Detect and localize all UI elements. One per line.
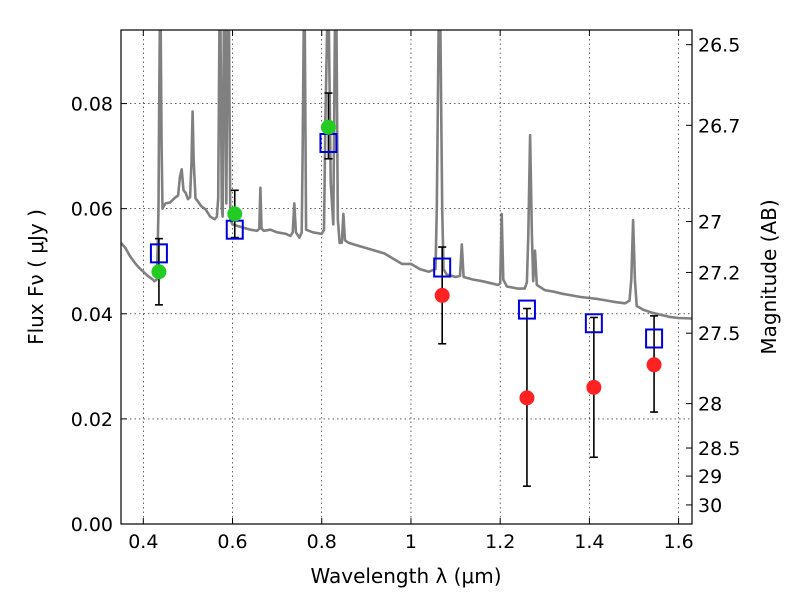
y2-tick-label: 27.5 (698, 323, 740, 345)
y2-tick-label: 29 (698, 466, 722, 488)
detection-point (320, 119, 336, 135)
low-sn-point (434, 287, 450, 303)
y-tick-label: 0.02 (71, 409, 113, 431)
x-tick-label: 1.2 (485, 531, 515, 553)
detection-point (227, 206, 243, 222)
y2-tick-label: 27 (698, 212, 722, 234)
y2-tick-label: 26.7 (698, 115, 740, 137)
detection-point (151, 264, 167, 280)
y-tick-label: 0.06 (71, 199, 113, 221)
y2-axis-label: Magnitude (AB) (757, 199, 781, 354)
y2-tick-label: 27.2 (698, 262, 740, 284)
y-tick-label: 0.00 (71, 514, 113, 536)
plot-frame (120, 29, 693, 525)
model-photometry-square (149, 243, 168, 264)
model-photometry-square (645, 328, 664, 349)
x-tick-label: 0.4 (128, 531, 158, 553)
y2-tick-label: 28 (698, 394, 722, 416)
low-sn-point (586, 379, 602, 395)
x-tick-label: 1.4 (574, 531, 604, 553)
grid-lines (121, 30, 692, 525)
x-tick-label: 0.8 (307, 531, 337, 553)
model-photometry-square (433, 257, 452, 278)
axis-ticks: 0.4 0.6 0.8 1 1.2 1.4 1.6 0.00 0.02 0.04 0.06 0.08 2… (71, 30, 740, 553)
x-tick-label: 1 (405, 531, 417, 553)
model-spectrum (121, 30, 692, 320)
y2-tick-label: 28.5 (698, 438, 740, 460)
model-photometry-square (517, 299, 536, 320)
spectrum-line (121, 30, 692, 320)
low-sn-point (646, 357, 662, 373)
x-axis-label: Wavelength λ (μm) (310, 564, 501, 588)
x-tick-label: 1.6 (664, 531, 694, 553)
data-markers (149, 119, 664, 406)
y2-tick-label: 26.5 (698, 35, 740, 57)
y-axis-label: Flux Fν ( μJy ) (24, 209, 48, 345)
y-tick-label: 0.08 (71, 94, 113, 116)
y2-tick-label: 30 (698, 495, 722, 517)
model-photometry-square (584, 313, 603, 334)
y-tick-label: 0.04 (71, 304, 113, 326)
x-tick-label: 0.6 (217, 531, 247, 553)
low-sn-point (519, 390, 535, 406)
